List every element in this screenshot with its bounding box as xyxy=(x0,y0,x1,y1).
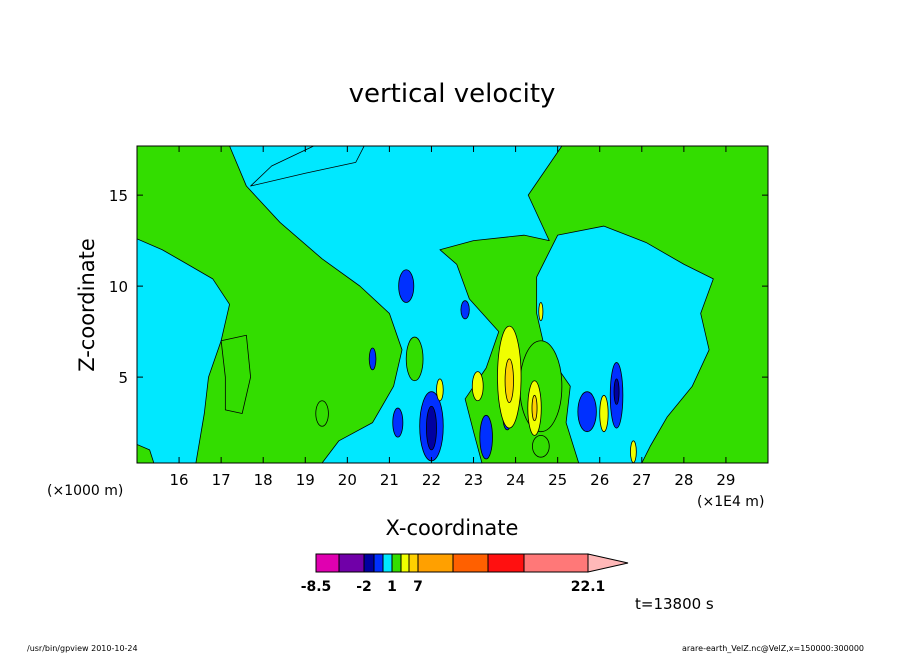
colorbar-box xyxy=(338,553,365,573)
colorbar-box xyxy=(315,553,340,573)
contour-cell xyxy=(392,407,404,438)
y-tick-label: 15 xyxy=(109,187,128,205)
x-tick-label: 29 xyxy=(716,471,735,489)
colorbar-label: -2 xyxy=(356,579,372,595)
contour-cell xyxy=(460,300,470,320)
x-tick-label: 19 xyxy=(296,471,315,489)
colorbar: -8.5 -2 1 7 22.1 xyxy=(301,553,629,595)
contour-region xyxy=(250,146,365,187)
footer-left: /usr/bin/gpview 2010-10-24 xyxy=(27,644,138,653)
y-axis-label: Z-coordinate xyxy=(75,238,99,372)
colorbar-box xyxy=(487,553,525,573)
x-tick-label: 18 xyxy=(254,471,273,489)
contour-region xyxy=(137,238,230,463)
x-unit-right: (×1E4 m) xyxy=(697,494,764,510)
contour-cell xyxy=(630,440,637,463)
colorbar-box xyxy=(363,553,375,573)
x-unit-left: (×1000 m) xyxy=(47,483,123,499)
contour-cell xyxy=(426,405,437,451)
contour-cell xyxy=(315,400,329,427)
contour-cell xyxy=(599,394,609,433)
colorbar-label: 7 xyxy=(413,579,423,595)
x-tick-label: 27 xyxy=(632,471,651,489)
colorbar-box xyxy=(382,553,393,573)
colorbar-box xyxy=(391,553,402,573)
colorbar-box xyxy=(408,553,419,573)
x-tick-label: 20 xyxy=(338,471,357,489)
colorbar-label: 22.1 xyxy=(571,579,606,595)
contour-cell xyxy=(479,414,493,460)
x-tick-label: 17 xyxy=(212,471,231,489)
contour-cell xyxy=(471,371,484,402)
contour-cell xyxy=(398,269,415,303)
contour-region xyxy=(220,334,251,414)
contour-cell xyxy=(538,302,544,322)
x-tick-label: 23 xyxy=(464,471,483,489)
colorbar-box xyxy=(523,553,589,573)
colorbar-label: 1 xyxy=(387,579,397,595)
y-tick-label: 10 xyxy=(109,278,128,296)
plot-frame xyxy=(136,145,769,464)
chart-title: vertical velocity xyxy=(349,79,556,109)
contour-cell xyxy=(532,434,550,458)
contour-cell xyxy=(577,391,597,433)
contour-cell xyxy=(504,358,514,403)
colorbar-label: -8.5 xyxy=(301,579,332,595)
contour-region xyxy=(229,146,563,463)
x-tick-label: 21 xyxy=(380,471,399,489)
colorbar-box xyxy=(400,553,410,573)
x-tick-label: 26 xyxy=(590,471,609,489)
colorbar-extend-arrow xyxy=(587,553,629,573)
contour-cell xyxy=(613,378,620,405)
colorbar-box xyxy=(373,553,384,573)
y-tick-label: 5 xyxy=(118,369,128,387)
time-label: t=13800 s xyxy=(635,595,714,613)
x-axis-label: X-coordinate xyxy=(386,516,519,540)
colorbar-box xyxy=(452,553,489,573)
x-tick-label: 24 xyxy=(506,471,525,489)
x-tick-label: 25 xyxy=(548,471,567,489)
x-tick-label: 22 xyxy=(422,471,441,489)
footer-right: arare-earth_VelZ.nc@VelZ,x=150000:300000 xyxy=(682,644,864,653)
colorbar-box xyxy=(417,553,454,573)
contour-cell xyxy=(531,394,538,422)
contour-cell xyxy=(405,336,424,382)
x-tick-label: 16 xyxy=(170,471,189,489)
contour-cell xyxy=(436,378,444,402)
contour-cell xyxy=(368,347,377,371)
x-tick-label: 28 xyxy=(674,471,693,489)
plot-area xyxy=(137,146,768,463)
